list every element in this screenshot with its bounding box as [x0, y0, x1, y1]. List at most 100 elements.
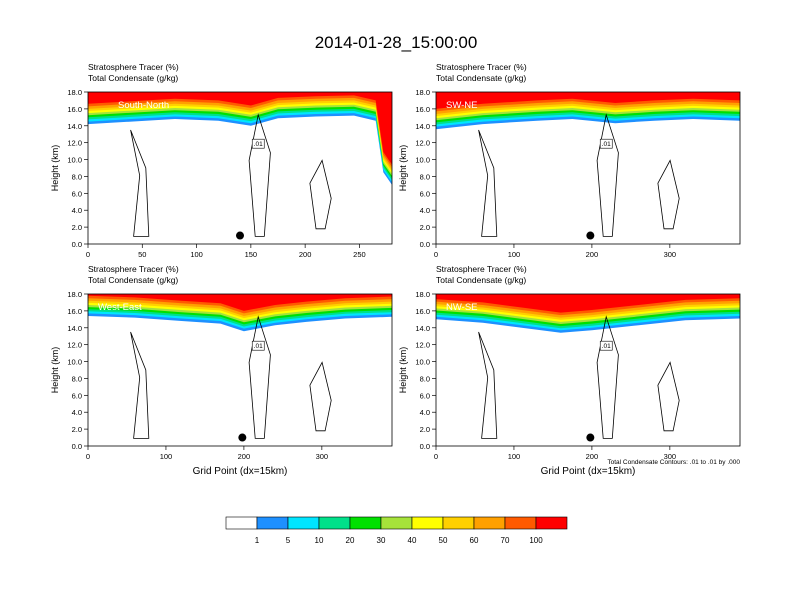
tracer-band-100 — [436, 294, 740, 313]
y-tick-label: 18.0 — [415, 290, 430, 299]
location-marker — [236, 231, 244, 240]
contour-label-box — [251, 340, 265, 351]
condensate-contour — [657, 361, 680, 432]
panel-south-north: Stratosphere Tracer (%)Total Condensate … — [50, 62, 393, 259]
panel-section-label: SW-NE — [446, 100, 478, 111]
plot-frame — [435, 91, 741, 245]
y-tick-label: 12.0 — [415, 139, 430, 148]
y-tick-label: 2.0 — [420, 425, 430, 434]
y-tick-label: 14.0 — [67, 324, 82, 333]
colorbar-label: 40 — [408, 536, 417, 545]
condensate-contour — [596, 315, 619, 439]
y-tick-label: 18.0 — [67, 290, 82, 299]
y-tick-label: 14.0 — [415, 324, 430, 333]
condensate-contour — [309, 361, 332, 432]
colorbar-label: 50 — [439, 536, 448, 545]
panel-subtitle-tracer: Stratosphere Tracer (%) — [88, 264, 179, 274]
x-tick-label: 0 — [434, 250, 438, 259]
y-tick-label: 12.0 — [67, 139, 82, 148]
plot-frame — [87, 293, 393, 447]
colorbar-swatch — [504, 516, 537, 530]
colorbar-swatch — [442, 516, 475, 530]
panel-subtitle-condensate: Total Condensate (g/kg) — [436, 275, 526, 285]
x-tick-label: 0 — [86, 250, 90, 259]
y-tick-label: 16.0 — [415, 105, 430, 114]
condensate-contour — [478, 331, 498, 439]
condensate-contour — [478, 129, 498, 237]
plot-area: .01 — [88, 294, 392, 446]
panel-section-label: NW-SE — [446, 302, 478, 313]
condensate-contour — [130, 331, 150, 439]
x-tick-label: 200 — [238, 452, 251, 461]
condensate-contour — [657, 159, 680, 230]
y-tick-label: 12.0 — [67, 341, 82, 350]
x-tick-label: 300 — [664, 250, 677, 259]
colorbar-swatch — [318, 516, 351, 530]
colorbar-swatch — [225, 516, 258, 530]
y-tick-label: 6.0 — [420, 391, 430, 400]
panel-subtitle-tracer: Stratosphere Tracer (%) — [436, 264, 527, 274]
figure-title: 2014-01-28_15:00:00 — [315, 33, 478, 52]
x-tick-label: 150 — [245, 250, 258, 259]
condensate-contour — [248, 113, 271, 237]
colorbar: 1 5 10 20 30 40 50 60 70 100 — [225, 516, 568, 545]
contour-label: .01 — [254, 343, 263, 350]
y-tick-label: 0.0 — [420, 442, 430, 451]
y-tick-label: 18.0 — [67, 88, 82, 97]
contour-label-box — [251, 138, 265, 149]
contour-label: .01 — [254, 141, 263, 148]
y-tick-label: 0.0 — [72, 442, 82, 451]
panel-subtitle-tracer: Stratosphere Tracer (%) — [436, 62, 527, 72]
y-tick-label: 4.0 — [420, 408, 430, 417]
y-tick-label: 10.0 — [67, 358, 82, 367]
x-tick-label: 300 — [316, 452, 329, 461]
x-tick-label: 50 — [138, 250, 146, 259]
tracer-band-10 — [88, 92, 392, 181]
y-tick-label: 6.0 — [72, 189, 82, 198]
location-marker — [586, 433, 595, 442]
colorbar-swatch — [473, 516, 506, 530]
x-tick-label: 0 — [86, 452, 90, 461]
panel-sw-ne: Stratosphere Tracer (%)Total Condensate … — [398, 62, 741, 259]
colorbar-label: 60 — [470, 536, 479, 545]
y-tick-label: 16.0 — [415, 307, 430, 316]
panel-west-east: Stratosphere Tracer (%)Total Condensate … — [50, 264, 393, 477]
location-marker — [238, 433, 247, 442]
y-axis-label: Height (km) — [398, 347, 408, 394]
colorbar-swatch — [535, 516, 568, 530]
y-tick-label: 2.0 — [72, 223, 82, 232]
y-axis-label: Height (km) — [50, 347, 60, 394]
panel-section-label: South-North — [118, 100, 169, 111]
y-tick-label: 10.0 — [415, 156, 430, 165]
colorbar-swatch — [380, 516, 413, 530]
plot-area: .01 — [88, 92, 392, 244]
colorbar-swatch — [349, 516, 382, 530]
y-tick-label: 4.0 — [420, 206, 430, 215]
y-tick-label: 2.0 — [420, 223, 430, 232]
panel-subtitle-condensate: Total Condensate (g/kg) — [88, 275, 178, 285]
tracer-band-100 — [88, 294, 392, 311]
colorbar-swatch — [287, 516, 320, 530]
x-tick-label: 100 — [508, 452, 521, 461]
panel-nw-se: Stratosphere Tracer (%)Total Condensate … — [398, 264, 741, 477]
x-tick-label: 200 — [586, 250, 599, 259]
y-tick-label: 8.0 — [72, 172, 82, 181]
panel-subtitle-condensate: Total Condensate (g/kg) — [436, 73, 526, 83]
y-tick-label: 8.0 — [72, 374, 82, 383]
y-tick-label: 18.0 — [415, 88, 430, 97]
plot-frame — [87, 91, 393, 245]
y-tick-label: 16.0 — [67, 307, 82, 316]
y-tick-label: 10.0 — [67, 156, 82, 165]
tracer-band-100 — [436, 92, 740, 109]
x-tick-label: 200 — [299, 250, 312, 259]
y-axis-label: Height (km) — [50, 145, 60, 192]
panel-section-label: West-East — [98, 302, 142, 313]
x-tick-label: 100 — [160, 452, 173, 461]
colorbar-label: 5 — [286, 536, 291, 545]
y-tick-label: 2.0 — [72, 425, 82, 434]
plot-area: .01 — [436, 294, 740, 446]
y-tick-label: 8.0 — [420, 172, 430, 181]
panels-group: Stratosphere Tracer (%)Total Condensate … — [50, 62, 741, 477]
x-tick-label: 250 — [353, 250, 366, 259]
colorbar-label: 100 — [529, 536, 543, 545]
